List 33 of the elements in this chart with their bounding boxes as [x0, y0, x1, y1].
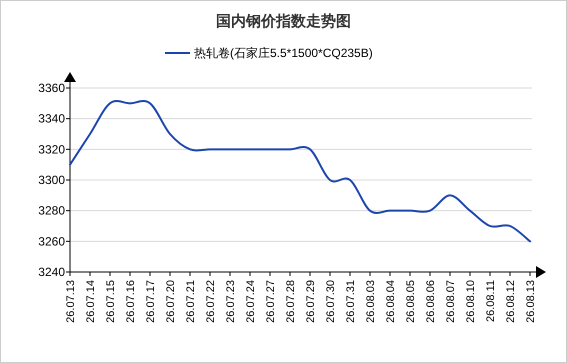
- y-tick-label: 3340: [38, 112, 66, 126]
- x-tick-label: 26.08.13: [525, 280, 537, 323]
- x-tick-label: 26.08.04: [385, 280, 397, 323]
- x-tick-label: 26.08.05: [405, 280, 417, 323]
- x-tick-label: 26.07.17: [145, 280, 157, 323]
- y-tick-label: 3260: [38, 234, 66, 248]
- x-tick-label: 26.07.28: [285, 280, 297, 323]
- x-tick-label: 26.07.20: [165, 280, 177, 323]
- x-tick-label: 26.08.03: [365, 280, 377, 323]
- x-tick-label: 26.07.16: [125, 280, 137, 323]
- x-tick-label: 26.08.11: [485, 280, 497, 322]
- x-tick-label: 26.08.12: [505, 280, 517, 323]
- y-tick-label: 3320: [38, 142, 66, 156]
- x-tick-label: 26.07.27: [265, 280, 277, 323]
- y-tick-label: 3240: [38, 265, 66, 279]
- y-tick-label: 3300: [38, 173, 66, 187]
- x-tick-label: 26.07.30: [325, 280, 337, 323]
- x-tick-label: 26.07.13: [65, 280, 77, 323]
- x-tick-label: 26.08.07: [445, 280, 457, 323]
- x-tick-label: 26.08.06: [425, 280, 437, 323]
- x-tick-label: 26.07.24: [245, 280, 257, 323]
- y-tick-label: 3280: [38, 204, 66, 218]
- x-tick-label: 26.07.21: [185, 280, 197, 323]
- x-tick-label: 26.07.15: [105, 280, 117, 323]
- y-tick-label: 3360: [38, 81, 66, 95]
- x-tick-label: 26.07.22: [205, 280, 217, 323]
- x-tick-label: 26.07.31: [345, 280, 357, 323]
- chart-title: 国内钢价指数走势图: [216, 13, 351, 30]
- x-tick-label: 26.07.14: [85, 280, 97, 323]
- x-tick-label: 26.08.10: [465, 280, 477, 323]
- legend-label: 热轧卷(石家庄5.5*1500*CQ235B): [194, 46, 373, 60]
- x-tick-label: 26.07.23: [225, 280, 237, 323]
- x-tick-label: 26.07.29: [305, 280, 317, 323]
